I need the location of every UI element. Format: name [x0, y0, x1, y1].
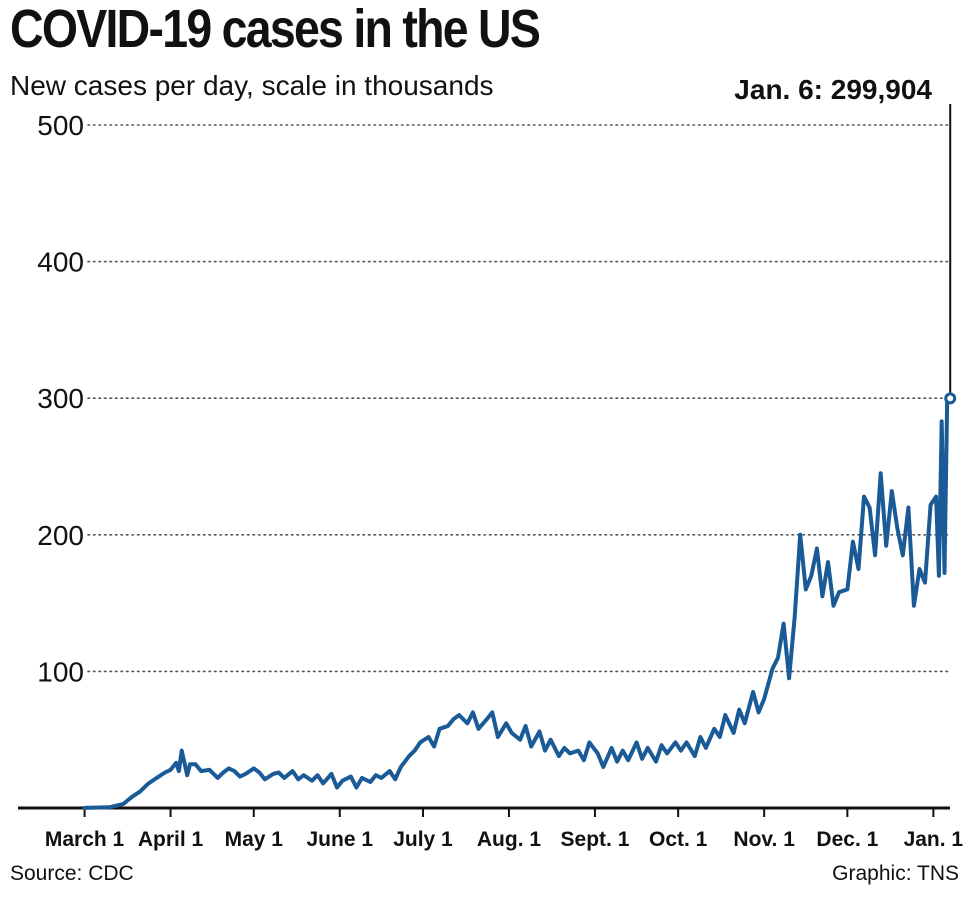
x-axis-ticks: March 1 April 1 May 1 June 1 July 1 Aug. 1 Sep…	[45, 808, 964, 851]
graphic-credit: Graphic: TNS	[832, 862, 959, 885]
x-tick-label-9: Dec. 1	[816, 828, 878, 851]
y-tick-label-400: 400	[37, 247, 84, 278]
x-tick-label-2: May 1	[225, 828, 284, 851]
page-title: COVID-19 cases in the US	[10, 0, 541, 59]
x-tick-label-6: Sept. 1	[561, 828, 630, 851]
x-tick-label-0: March 1	[45, 828, 125, 851]
x-tick-label-7: Oct. 1	[649, 828, 708, 851]
annotation-label: Jan. 6: 299,904	[734, 74, 932, 105]
y-tick-label-300: 300	[37, 383, 84, 414]
annotation-marker	[944, 392, 957, 405]
y-axis-ticks: 100 200 300 400 500	[37, 110, 84, 687]
x-tick-label-5: Aug. 1	[477, 828, 541, 851]
series-line-new-cases	[82, 396, 950, 810]
x-tick-label-8: Nov. 1	[733, 828, 795, 851]
x-tick-label-4: July 1	[393, 828, 453, 851]
grid-lines	[87, 124, 951, 673]
x-tick-label-3: June 1	[306, 828, 373, 851]
source-note: Source: CDC	[10, 862, 134, 885]
chart-subtitle: New cases per day, scale in thousands	[10, 70, 494, 101]
x-tick-label-1: April 1	[138, 828, 204, 851]
y-tick-label-100: 100	[37, 656, 84, 687]
y-tick-label-200: 200	[37, 520, 84, 551]
y-tick-label-500: 500	[37, 110, 84, 141]
x-tick-label-10: Jan. 1	[904, 828, 964, 851]
